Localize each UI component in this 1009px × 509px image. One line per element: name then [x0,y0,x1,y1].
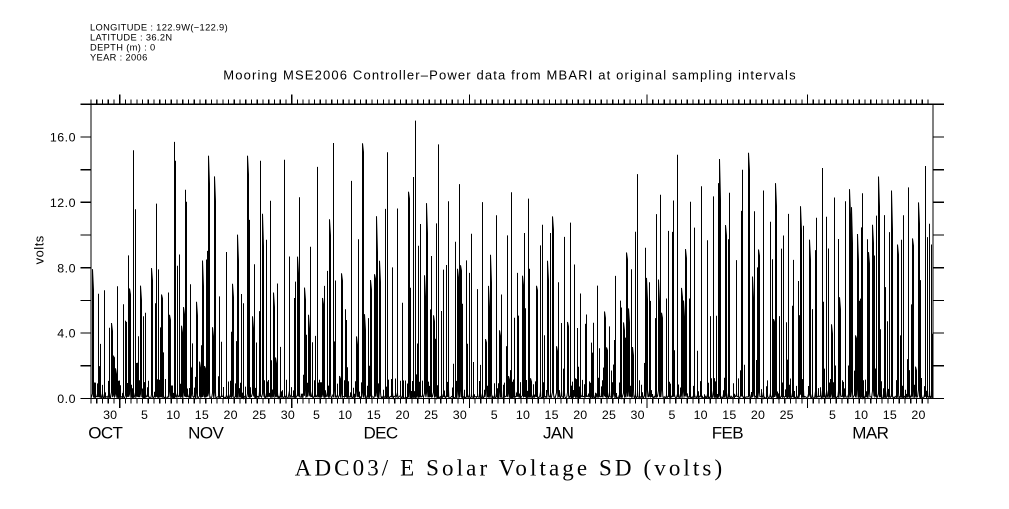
svg-text:JAN: JAN [543,424,573,443]
svg-text:30: 30 [103,408,117,422]
svg-text:8.0: 8.0 [57,261,76,275]
svg-text:12.0: 12.0 [50,196,76,210]
svg-text:30: 30 [453,408,467,422]
svg-text:20: 20 [911,408,925,422]
svg-text:15: 15 [722,408,736,422]
svg-text:5: 5 [668,408,675,422]
svg-text:5: 5 [141,408,148,422]
svg-text:25: 25 [780,408,794,422]
svg-text:10: 10 [166,408,180,422]
svg-text:ADC03/ E Solar Voltage SD (vol: ADC03/ E Solar Voltage SD (volts) [295,455,725,480]
svg-text:OCT: OCT [88,424,122,443]
svg-text:MAR: MAR [852,424,888,443]
svg-text:30: 30 [281,408,295,422]
svg-text:25: 25 [602,408,616,422]
svg-text:Mooring MSE2006 Controller–Pow: Mooring MSE2006 Controller–Power data fr… [223,67,797,82]
svg-text:16.0: 16.0 [50,131,76,145]
svg-text:20: 20 [573,408,587,422]
svg-text:20: 20 [751,408,765,422]
svg-text:20: 20 [396,408,410,422]
svg-text:YEAR : 2006: YEAR : 2006 [90,53,148,63]
svg-text:30: 30 [631,408,645,422]
svg-text:20: 20 [224,408,238,422]
svg-text:10: 10 [338,408,352,422]
svg-text:LONGITUDE : 122.9W(−122.9): LONGITUDE : 122.9W(−122.9) [90,23,228,33]
svg-text:DEC: DEC [363,424,397,443]
svg-text:15: 15 [883,408,897,422]
svg-text:25: 25 [424,408,438,422]
svg-text:25: 25 [252,408,266,422]
svg-text:0.0: 0.0 [57,392,76,406]
svg-text:LATITUDE : 36.2N: LATITUDE : 36.2N [90,33,172,43]
svg-text:10: 10 [694,408,708,422]
svg-text:4.0: 4.0 [57,327,76,341]
svg-text:10: 10 [516,408,530,422]
svg-text:5: 5 [491,408,498,422]
svg-text:15: 15 [367,408,381,422]
svg-text:5: 5 [313,408,320,422]
svg-text:FEB: FEB [712,424,744,443]
svg-text:15: 15 [195,408,209,422]
svg-text:15: 15 [545,408,559,422]
svg-text:NOV: NOV [188,424,224,443]
svg-text:10: 10 [854,408,868,422]
svg-text:DEPTH (m) : 0: DEPTH (m) : 0 [90,43,156,53]
svg-text:volts: volts [32,235,47,264]
svg-text:5: 5 [829,408,836,422]
